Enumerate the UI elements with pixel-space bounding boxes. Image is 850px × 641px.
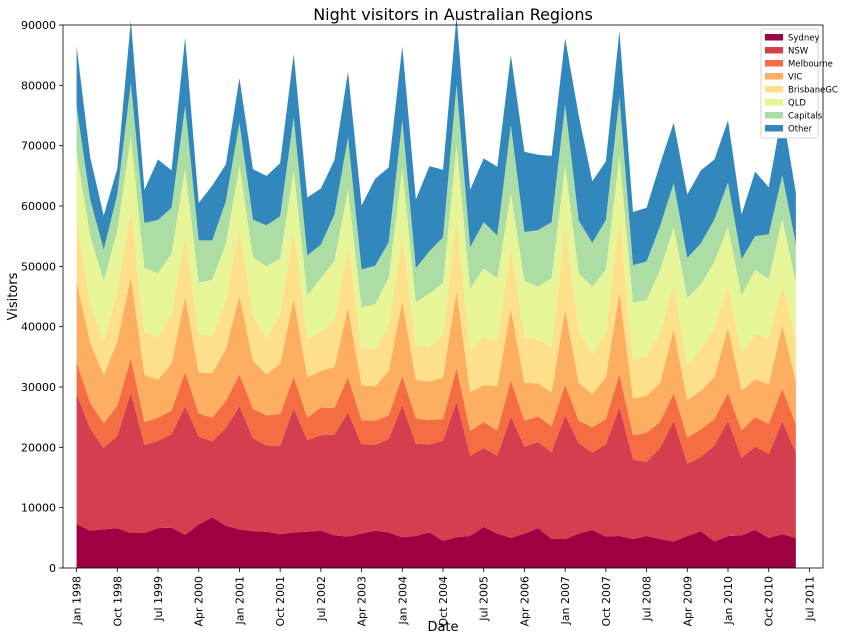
y-tick-label: 10000 [21, 502, 56, 515]
x-tick-label: Oct 2010 [763, 576, 776, 627]
area-capitals [76, 82, 796, 308]
x-tick-label: Jul 1999 [152, 576, 165, 622]
y-tick-label: 30000 [21, 381, 56, 394]
legend-swatch [765, 86, 783, 93]
legend-label: NSW [788, 47, 809, 57]
x-tick-label: Oct 1998 [111, 576, 124, 627]
legend-label: VIC [788, 73, 802, 83]
legend-box [760, 28, 819, 139]
y-axis: 0 10000 20000 30000 40000 50000 60000 70000 8000… [21, 19, 63, 575]
x-tick-label: Oct 2001 [274, 576, 287, 627]
y-tick-label: 80000 [21, 79, 56, 92]
legend-swatch [765, 47, 783, 54]
legend-label: QLD [788, 99, 806, 109]
y-tick-label: 90000 [21, 19, 56, 32]
legend-swatch [765, 112, 783, 119]
area-other [76, 15, 796, 270]
y-tick-label: 0 [49, 562, 56, 575]
y-axis-title: Visitors [6, 272, 21, 320]
x-tick-label: Apr 2003 [356, 576, 369, 627]
y-tick-label: 50000 [21, 260, 56, 273]
stacked-areas [76, 15, 796, 568]
legend-label: Melbourne [788, 60, 833, 70]
x-tick-label: Apr 2000 [193, 576, 206, 627]
area-sydney [76, 517, 796, 568]
y-tick-label: 60000 [21, 200, 56, 213]
x-tick-label: Jul 2011 [803, 576, 816, 622]
legend-label: Sydney [788, 34, 819, 44]
x-tick-label: Jan 2004 [396, 576, 409, 625]
x-tick-label: Jul 2005 [478, 576, 491, 622]
x-tick-label: Jan 2010 [722, 576, 735, 625]
x-tick-label: Jul 2008 [641, 576, 654, 622]
legend-label: BrisbaneGC [788, 86, 838, 96]
legend-swatch [765, 34, 783, 41]
x-tick-label: Oct 2004 [437, 576, 450, 627]
y-tick-label: 20000 [21, 441, 56, 454]
y-tick-label: 40000 [21, 321, 56, 334]
legend: Sydney NSW Melbourne VIC BrisbaneGC QLD Capita… [760, 28, 838, 139]
x-tick-label: Jan 2001 [233, 576, 246, 625]
area-nsw [76, 393, 796, 542]
legend-label: Capitals [788, 112, 823, 122]
legend-swatch [765, 99, 783, 106]
x-tick-label: Jan 1998 [71, 576, 84, 625]
x-tick-label: Apr 2006 [518, 576, 531, 627]
chart-title: Night visitors in Australian Regions [313, 5, 593, 24]
x-tick-label: Apr 2009 [681, 576, 694, 627]
x-axis-title: Date [427, 620, 458, 635]
legend-swatch [765, 125, 783, 132]
area-vic [76, 277, 796, 438]
area-qld [76, 136, 796, 365]
legend-label: Other [788, 125, 813, 135]
x-tick-label: Jul 2002 [315, 576, 328, 622]
x-axis: Jan 1998 Oct 1998 Jul 1999 Apr 2000 Jan 2001… [71, 568, 816, 627]
legend-swatch [765, 60, 783, 67]
area-brisbanegc [76, 210, 796, 401]
x-tick-label: Jan 2007 [559, 576, 572, 625]
y-tick-label: 70000 [21, 140, 56, 153]
legend-swatch [765, 73, 783, 80]
area-melbourne [76, 358, 796, 464]
x-tick-label: Oct 2007 [600, 576, 613, 627]
